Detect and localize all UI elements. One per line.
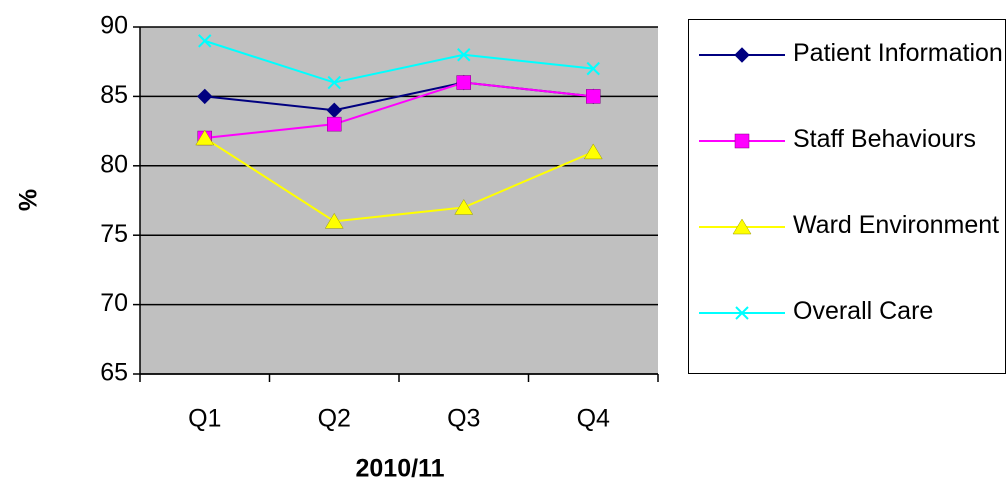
marker [734,47,750,63]
y-tick-label: 85 [100,81,128,109]
x-tick-label: Q1 [188,405,221,433]
marker [454,198,474,215]
x-tick-label: Q2 [318,405,351,433]
legend-label: Patient Information [793,39,1003,67]
legend-label: Staff Behaviours [793,125,976,153]
legend-swatch [699,218,785,235]
legend: Patient Information Staff Behaviours Ward … [688,19,1006,374]
y-axis-title: % [15,189,43,211]
marker [586,61,600,76]
series-line [204,39,594,84]
marker [195,129,215,146]
marker [324,212,344,229]
marker [327,75,341,90]
y-tick-label: 80 [100,150,128,178]
marker [457,48,471,62]
marker [583,143,603,160]
marker [732,218,752,235]
marker [735,306,749,320]
y-tick-label: 65 [100,359,128,387]
series-line [204,137,594,223]
marker [456,75,471,90]
marker [734,133,750,149]
y-tick-label: 70 [100,289,128,317]
legend-swatch [699,133,785,149]
legend-swatch [699,306,785,320]
x-tick-label: Q3 [447,405,480,433]
y-tick-label: 75 [100,220,128,248]
y-tick-label: 90 [100,12,128,40]
legend-label: Overall Care [793,297,934,325]
legend-swatch [699,47,785,63]
marker [327,116,342,132]
marker [586,89,601,104]
marker [197,88,213,105]
legend-label: Ward Environment [793,211,1000,239]
series-line [204,81,594,140]
marker [198,34,212,48]
x-axis-title: 2010/11 [356,455,445,483]
x-tick-label: Q4 [577,405,610,433]
plot-area [140,27,658,374]
